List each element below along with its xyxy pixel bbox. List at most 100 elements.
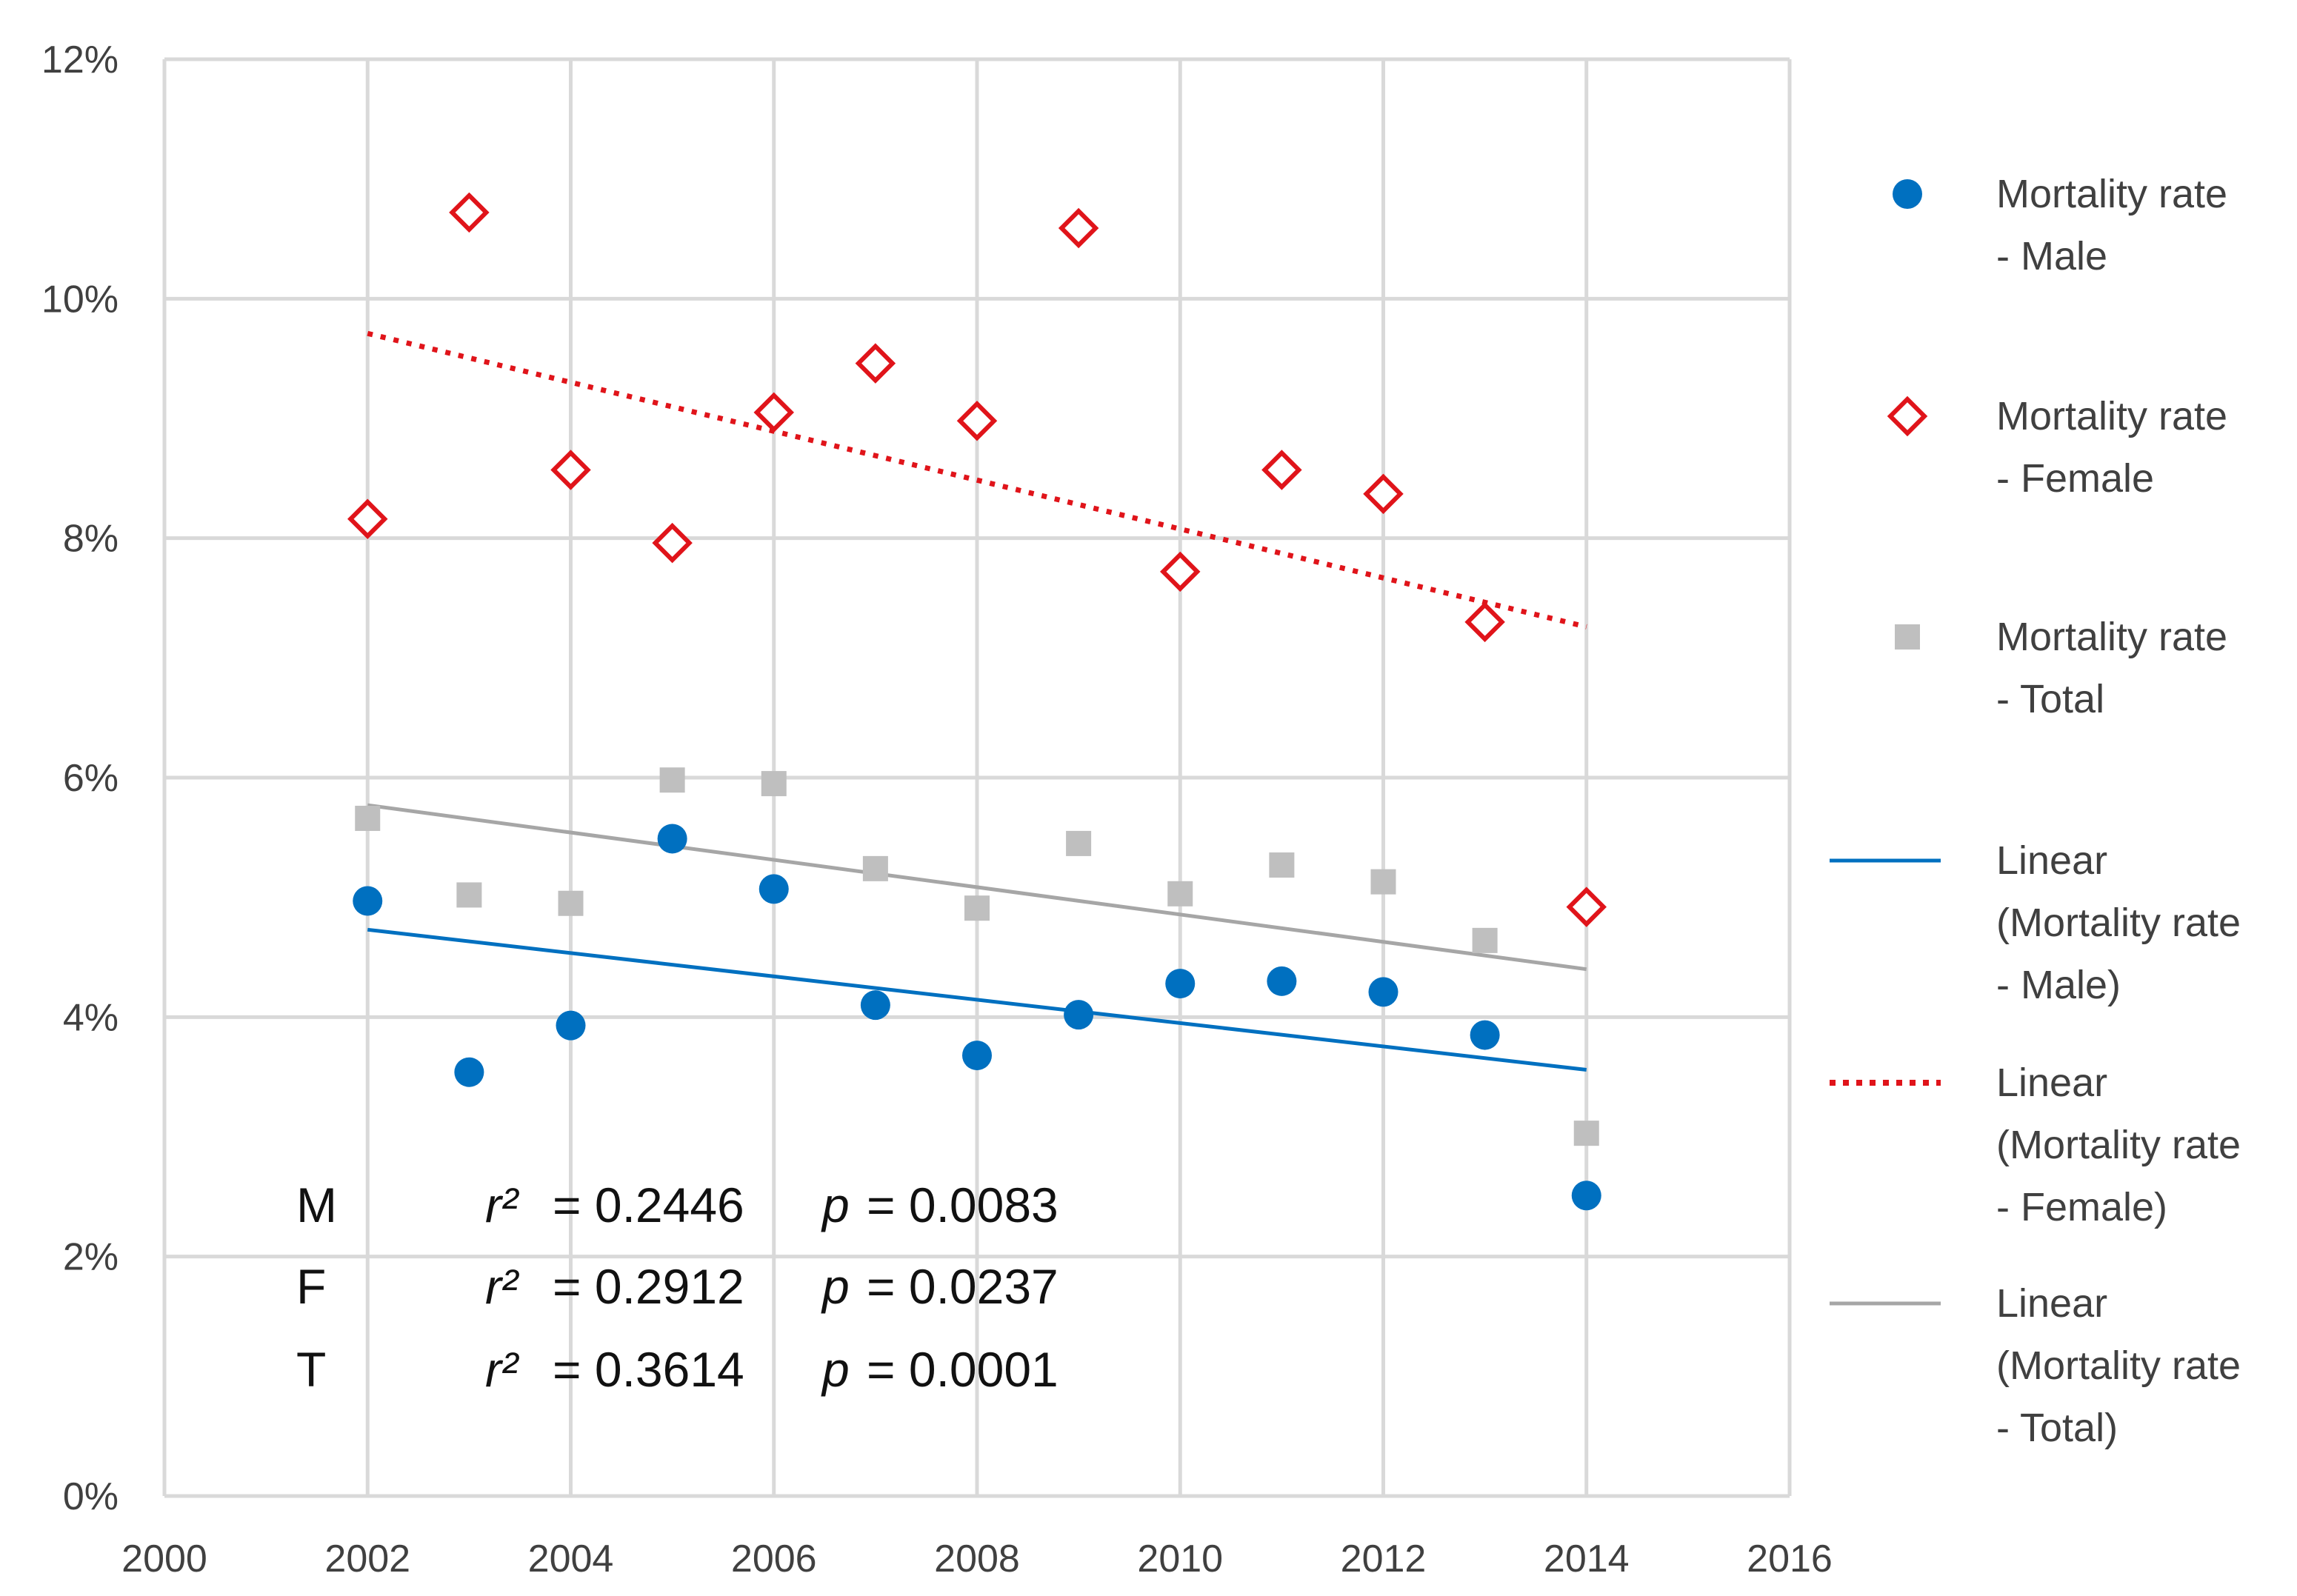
data-point [1267,966,1297,996]
legend-label: Linear (Mortality rate - Total) [1996,1281,2241,1450]
legend-label-line: - Total) [1996,1406,2118,1450]
stat-p-label: p [821,1342,850,1397]
data-point [855,343,896,384]
data-point [347,498,388,540]
data-point [1160,551,1201,592]
legend-label: Mortality rate - Female [1996,394,2227,501]
data-point [761,771,787,797]
y-tick-label: 2% [63,1236,119,1279]
data-point [1470,1020,1500,1050]
legend-marker [1887,395,1928,437]
data-point [753,392,794,433]
stat-group-label: T [296,1342,326,1397]
data-point [550,450,591,490]
stat-group-label: M [296,1178,337,1232]
x-tick-label: 2004 [528,1537,614,1580]
legend-label: Mortality rate - Male [1996,172,2227,278]
data-point [456,882,482,908]
data-point [659,767,685,793]
y-tick-label: 12% [41,39,119,81]
stat-p-label: p [821,1178,850,1232]
data-point [1464,601,1505,643]
trendline [367,330,1587,630]
x-tick-label: 2016 [1747,1537,1833,1580]
data-point [1064,1000,1094,1030]
data-point [862,855,888,881]
stat-r2-label: r² [485,1259,519,1314]
y-tick-label: 4% [63,996,119,1039]
stat-r2-label: r² [485,1342,519,1397]
data-point [556,1010,586,1041]
axes: 0% 2% 4% 6% 8% 10% 12% 2000 2002 2004 2006 2008 2010… [41,39,1833,1580]
y-tick-label: 0% [63,1475,119,1518]
trendline [367,803,1587,972]
legend-label-line: - Male [1996,234,2107,278]
legend-label-line: (Mortality rate [1996,1343,2241,1388]
legend-label-line: - Female) [1996,1185,2167,1229]
data-point [1472,927,1498,953]
stat-r2-value: = 0.2446 [553,1178,744,1232]
data-point [558,890,584,916]
x-tick-label: 2014 [1544,1537,1630,1580]
x-tick-label: 2006 [731,1537,817,1580]
data-point [956,400,998,441]
stat-p-value: = 0.0237 [867,1259,1059,1314]
data-point [1363,473,1404,515]
x-tick-label: 2010 [1137,1537,1223,1580]
data-point [355,805,381,831]
legend-label-line: Linear [1996,838,2107,883]
legend-label: Linear (Mortality rate - Female) [1996,1061,2241,1229]
data-point [759,874,789,904]
x-tick-label: 2000 [121,1537,207,1580]
stat-r2-value: = 0.3614 [553,1342,744,1397]
x-tick-label: 2012 [1341,1537,1427,1580]
data-point [1165,969,1196,999]
stat-p-label: p [821,1259,850,1314]
stat-group-label: F [296,1259,326,1314]
y-tick-label: 6% [63,757,119,800]
gridlines [164,57,1792,1496]
x-tick-label: 2002 [324,1537,410,1580]
y-tick-label: 8% [63,518,119,561]
legend-marker [1893,179,1922,209]
legend-label-line: Linear [1996,1281,2107,1326]
y-tick-label: 10% [41,278,119,321]
data-point [652,522,693,564]
data-point [1368,977,1398,1007]
legend-label-line: - Male) [1996,963,2121,1007]
trendlines [367,330,1587,1072]
data-points [347,192,1607,1211]
legend-label-line: - Total [1996,677,2104,721]
data-point [1261,450,1302,490]
stat-p-value: = 0.0001 [867,1342,1059,1397]
data-point [1566,887,1607,927]
legend-label-line: - Female [1996,456,2154,501]
data-point [353,886,383,916]
legend-label: Mortality rate - Total [1996,615,2227,721]
stat-r2-value: = 0.2912 [553,1259,744,1314]
x-tick-label: 2008 [934,1537,1020,1580]
data-point [1571,1181,1601,1211]
data-point [964,895,990,921]
data-point [962,1041,992,1071]
stat-r2-label: r² [485,1178,519,1232]
legend-label-line: Mortality rate [1996,172,2227,216]
legend-label-line: (Mortality rate [1996,1123,2241,1167]
legend-label-line: Mortality rate [1996,615,2227,659]
data-point [449,192,490,233]
data-point [1167,881,1193,906]
legend: Mortality rate - Male Mortality rate - Fema… [1830,172,2241,1450]
data-point [1058,207,1099,249]
data-point [1370,869,1396,895]
data-point [454,1057,484,1087]
data-point [860,990,890,1021]
legend-label: Linear (Mortality rate - Male) [1996,838,2241,1007]
data-point [657,824,687,854]
data-point [1573,1121,1599,1146]
data-point [1066,830,1092,856]
legend-label-line: Linear [1996,1061,2107,1105]
trendline [367,927,1587,1072]
